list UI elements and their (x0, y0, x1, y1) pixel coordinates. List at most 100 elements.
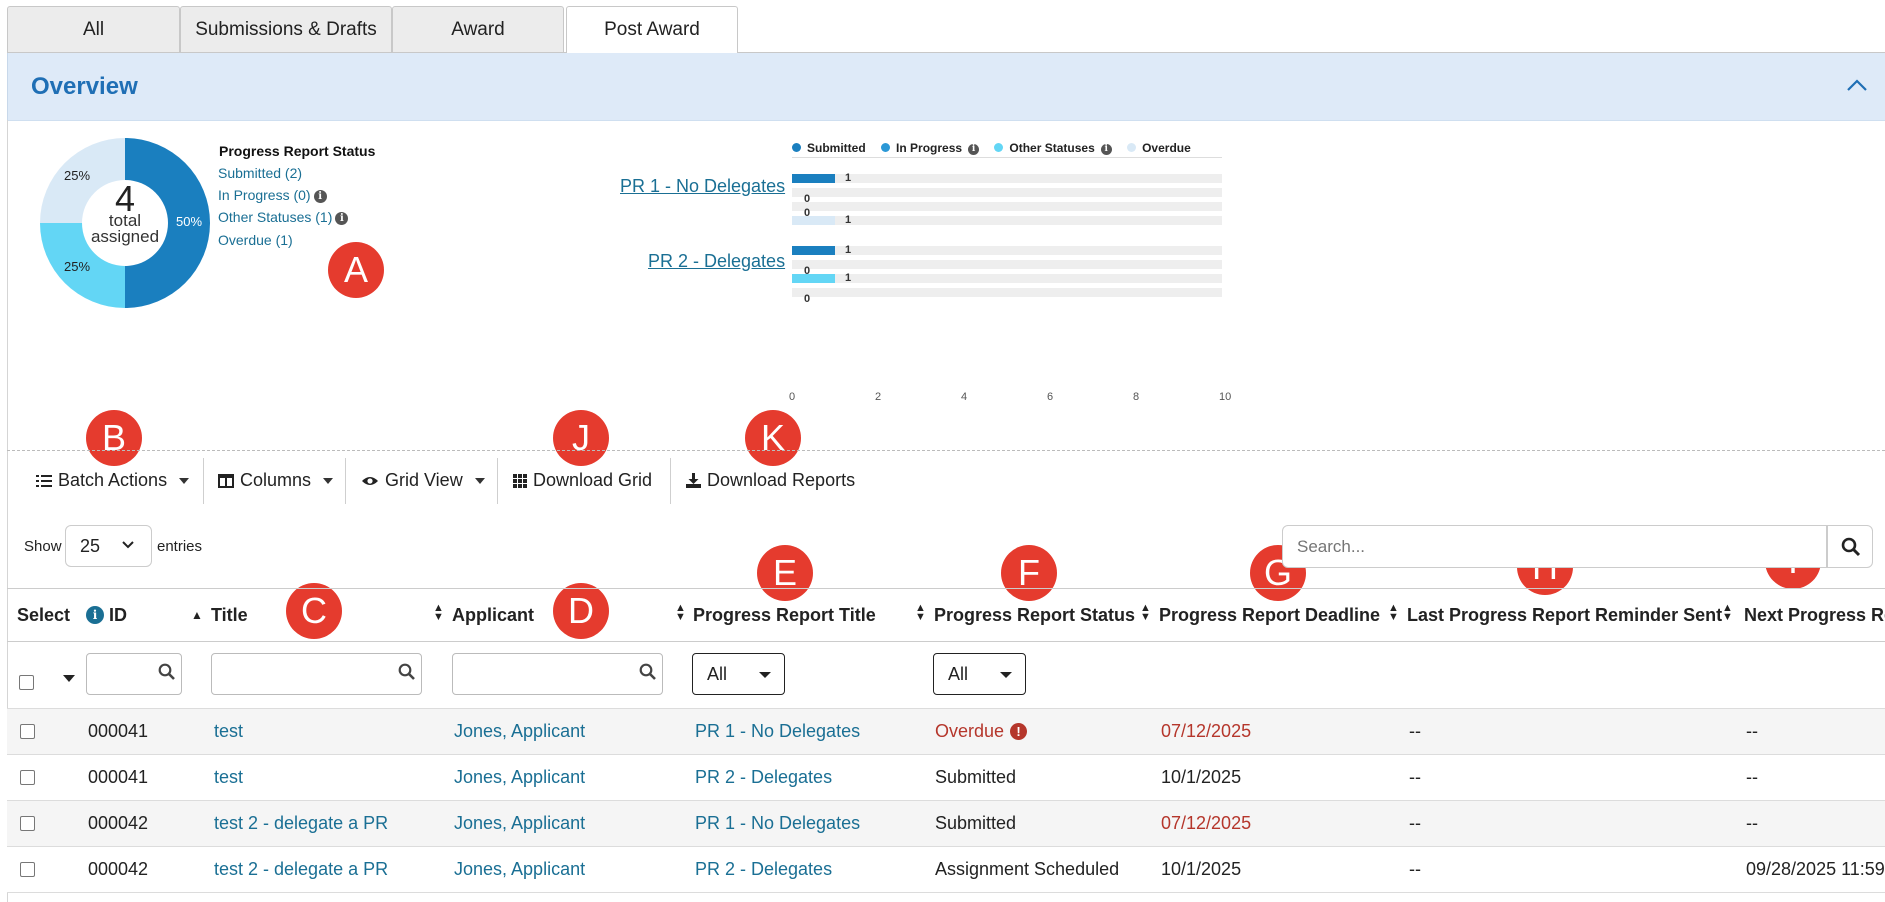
search-button[interactable] (1827, 525, 1873, 568)
column-header-progress-report-title[interactable]: Progress Report Title (693, 605, 876, 625)
caret-down-icon (759, 672, 771, 678)
row-title-link[interactable]: test (214, 721, 244, 741)
bar-track (792, 260, 1222, 269)
columns-button[interactable]: Columns (218, 470, 334, 491)
sort-icon[interactable]: ▲ ▼ (675, 602, 686, 623)
column-header-progress-report-status[interactable]: Progress Report Status (934, 605, 1136, 625)
table-row: 000042 test 2 - delegate a PR Jones, App… (7, 801, 1885, 847)
tab-divider (738, 52, 1885, 53)
column-header-progress-report-deadline[interactable]: Progress Report Deadline (1159, 605, 1381, 625)
status-overdue-link[interactable]: Overdue (1) (218, 232, 293, 248)
bar[interactable] (792, 216, 835, 225)
select-all-checkbox[interactable] (19, 675, 34, 690)
columns-label: Columns (240, 470, 312, 490)
row-pr-title-link[interactable]: PR 1 - No Delegates (695, 721, 861, 741)
legend-label: In Progress (896, 141, 963, 155)
section-divider (7, 450, 1885, 451)
bar-value-label: 1 (845, 214, 852, 226)
download-grid-button[interactable]: Download Grid (513, 470, 652, 491)
row-applicant-link[interactable]: Jones, Applicant (454, 721, 586, 741)
bar-value-label: 1 (845, 244, 852, 256)
row-title-link[interactable]: test 2 - delegate a PR (214, 859, 389, 879)
legend-dot (994, 143, 1004, 152)
row-checkbox[interactable] (20, 770, 35, 785)
caret-down-icon (179, 477, 190, 484)
tab-submissions-drafts[interactable]: Submissions & Drafts (180, 6, 392, 52)
sort-icon[interactable]: ▲ ▼ (1140, 602, 1151, 623)
row-last-reminder: -- (1409, 721, 1421, 741)
sort-icon[interactable]: ▲ ▼ (1722, 602, 1733, 623)
x-tick-label: 4 (961, 391, 968, 403)
caret-down-icon[interactable] (63, 675, 75, 682)
status-other-link[interactable]: Other Statuses (1) (218, 209, 333, 225)
chart-category-link[interactable]: PR 1 - No Delegates (620, 176, 786, 196)
bar-value-label: 0 (804, 193, 811, 205)
row-pr-title-link[interactable]: PR 1 - No Delegates (695, 813, 861, 833)
progress-report-title-filter-select[interactable]: All (692, 653, 785, 695)
sort-icon[interactable]: ▲ ▼ (433, 602, 444, 623)
column-header-next-reminder[interactable]: Next Progress Re (1744, 605, 1885, 625)
row-applicant-link[interactable]: Jones, Applicant (454, 813, 586, 833)
row-checkbox[interactable] (20, 724, 35, 739)
entries-label: entries (157, 538, 203, 555)
tab-post-award[interactable]: Post Award (566, 6, 738, 53)
column-header-title[interactable]: Title (211, 605, 248, 625)
donut-slice-label: 25% (64, 259, 91, 274)
info-icon[interactable]: i (335, 212, 349, 225)
bar[interactable] (792, 246, 835, 255)
status-in-progress-label: In Progress (0) (218, 187, 311, 203)
applicant-filter-input[interactable] (452, 653, 663, 695)
status-submitted-link[interactable]: Submitted (2) (218, 165, 303, 181)
chevron-up-icon[interactable] (1844, 73, 1870, 99)
marker-a: A (328, 242, 384, 298)
legend-label: Submitted (807, 141, 866, 155)
info-icon[interactable]: i (1100, 144, 1112, 155)
legend-dot (881, 143, 891, 152)
search-icon (158, 663, 175, 680)
row-status-text: Overdue (935, 721, 1005, 741)
row-last-reminder: -- (1409, 859, 1421, 879)
row-title-link[interactable]: test 2 - delegate a PR (214, 813, 389, 833)
row-checkbox[interactable] (20, 816, 35, 831)
grid-view-button[interactable]: Grid View (361, 470, 485, 491)
row-checkbox[interactable] (20, 862, 35, 877)
search-input[interactable] (1282, 525, 1827, 568)
row-next-reminder: -- (1746, 813, 1758, 833)
row-deadline: 10/1/2025 (1161, 859, 1242, 879)
row-last-reminder: -- (1409, 767, 1421, 787)
batch-actions-button[interactable]: Batch Actions (36, 470, 190, 491)
caret-down-icon (474, 477, 485, 484)
column-header-id[interactable]: ID (109, 605, 127, 625)
progress-report-status-filter-select[interactable]: All (933, 653, 1026, 695)
row-next-reminder: 09/28/2025 11:59 (1746, 859, 1885, 879)
row-pr-title-link[interactable]: PR 2 - Delegates (695, 859, 833, 879)
entries-value: 25 (80, 536, 101, 556)
title-filter-input[interactable] (211, 653, 422, 695)
overview-header[interactable]: Overview (7, 53, 1885, 121)
table-row: 000041 test Jones, Applicant PR 1 - No D… (7, 709, 1885, 755)
table-row: 000041 test Jones, Applicant PR 2 - Dele… (7, 755, 1885, 801)
tab-award[interactable]: Award (392, 6, 564, 52)
batch-actions-label: Batch Actions (58, 470, 168, 490)
sort-icon[interactable]: ▲ ▼ (1388, 602, 1399, 623)
sort-asc-icon[interactable]: ▲ (191, 608, 203, 622)
chart-category-link[interactable]: PR 2 - Delegates (648, 251, 786, 271)
info-icon[interactable]: i (968, 144, 980, 155)
row-applicant-link[interactable]: Jones, Applicant (454, 767, 586, 787)
id-filter-input[interactable] (86, 653, 182, 695)
row-applicant-link[interactable]: Jones, Applicant (454, 859, 586, 879)
column-header-last-reminder[interactable]: Last Progress Report Reminder Sent (1407, 605, 1723, 625)
bar[interactable] (792, 274, 835, 283)
download-reports-button[interactable]: Download Reports (686, 470, 855, 491)
info-icon[interactable]: i (313, 190, 327, 203)
column-header-applicant[interactable]: Applicant (452, 605, 535, 625)
row-pr-title-link[interactable]: PR 2 - Delegates (695, 767, 833, 787)
tab-all[interactable]: All (7, 6, 180, 52)
info-icon[interactable]: i (86, 606, 104, 624)
row-title-link[interactable]: test (214, 767, 244, 787)
panel-left-border (7, 120, 8, 902)
sort-icon[interactable]: ▲ ▼ (915, 602, 926, 623)
eye-icon (362, 476, 378, 485)
bar[interactable] (792, 174, 835, 183)
entries-select[interactable]: 25 (65, 525, 152, 567)
